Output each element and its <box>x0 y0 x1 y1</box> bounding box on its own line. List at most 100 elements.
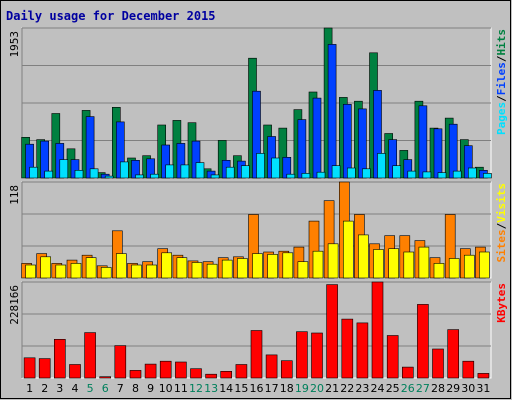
legend-entry-pages: Pages <box>495 102 508 135</box>
x-label-day-12: 12 <box>189 382 203 395</box>
bar-files-day-23 <box>358 108 367 179</box>
bar-sites-day-9 <box>146 264 157 279</box>
x-label-day-16: 16 <box>250 382 264 395</box>
bar-kbytes-day-28 <box>432 348 444 379</box>
bar-kbytes-day-23 <box>356 322 369 379</box>
bar-pages-day-30 <box>467 167 477 179</box>
bar-sites-day-7 <box>116 253 127 279</box>
bar-pages-day-7 <box>120 161 129 179</box>
bar-pages-day-14 <box>225 166 235 179</box>
x-label-day-24: 24 <box>371 382 385 395</box>
bar-sites-day-30 <box>463 254 475 279</box>
x-label-day-19: 19 <box>295 382 309 395</box>
bar-pages-day-31 <box>483 173 492 179</box>
bar-files-day-22 <box>342 104 352 179</box>
bar-kbytes-day-6 <box>99 376 111 379</box>
bar-kbytes-day-7 <box>114 345 127 379</box>
bar-kbytes-day-1 <box>23 357 36 379</box>
bar-sites-day-12 <box>191 262 203 279</box>
x-label-day-25: 25 <box>386 382 400 395</box>
x-label-day-7: 7 <box>117 382 124 395</box>
bar-sites-day-29 <box>448 258 460 279</box>
series-sites <box>25 220 490 279</box>
x-label-day-18: 18 <box>280 382 294 395</box>
bar-pages-day-18 <box>286 173 296 179</box>
bar-kbytes-day-24 <box>371 281 384 379</box>
bar-pages-day-8 <box>135 174 144 179</box>
bar-pages-day-10 <box>165 164 174 179</box>
y-max-label: 228166 <box>8 285 21 325</box>
bar-kbytes-day-14 <box>220 370 232 379</box>
bar-sites-day-16 <box>252 253 263 279</box>
bar-kbytes-day-29 <box>447 329 460 379</box>
bar-pages-day-22 <box>346 167 356 179</box>
x-label-day-26: 26 <box>401 382 415 395</box>
x-label-day-6: 6 <box>102 382 109 395</box>
bar-kbytes-day-19 <box>296 331 308 379</box>
bar-kbytes-day-3 <box>53 338 66 379</box>
x-label-day-11: 11 <box>174 382 188 395</box>
bar-pages-day-11 <box>180 164 190 179</box>
x-label-day-10: 10 <box>159 382 173 395</box>
x-axis-labels: 1 2 3 4 5 6 7 8 9 10 11 12 13 14 15 16 17 18 19 20 21 22 23 24 2… <box>26 382 490 395</box>
bar-kbytes-day-8 <box>129 370 142 379</box>
bar-pages-day-26 <box>407 170 417 179</box>
bar-sites-day-10 <box>161 252 172 279</box>
bar-pages-day-12 <box>195 162 205 179</box>
x-label-day-1: 1 <box>26 382 33 395</box>
x-label-day-8: 8 <box>132 382 139 395</box>
bar-files-day-20 <box>312 97 322 179</box>
chart-panel-1: 1953 Pages/Files/Hits <box>8 27 508 179</box>
bar-kbytes-day-27 <box>417 304 429 379</box>
bar-sites-day-25 <box>388 248 400 279</box>
bar-kbytes-day-4 <box>69 364 81 379</box>
bar-sites-day-31 <box>479 251 490 279</box>
bar-kbytes-day-17 <box>265 354 278 379</box>
bar-kbytes-day-2 <box>38 358 51 379</box>
y-max-label: 1953 <box>8 31 21 58</box>
x-label-day-17: 17 <box>265 382 279 395</box>
legend-entry-hits: Hits <box>495 29 508 56</box>
bar-sites-day-15 <box>237 258 248 279</box>
x-label-day-28: 28 <box>431 382 445 395</box>
chart-panel-3: 228166 KBytes <box>8 281 508 379</box>
chart-title: Daily usage for December 2015 <box>6 9 216 23</box>
series-kbytes <box>23 281 490 379</box>
bar-pages-day-23 <box>362 168 371 179</box>
legend-separator: / <box>495 222 508 229</box>
bar-pages-day-5 <box>89 168 99 179</box>
x-label-day-15: 15 <box>234 382 248 395</box>
bar-sites-day-8 <box>131 264 142 279</box>
bar-sites-day-1 <box>25 264 36 279</box>
bar-files-day-27 <box>418 105 428 179</box>
bar-kbytes-day-5 <box>84 332 96 379</box>
bar-pages-day-15 <box>241 165 250 179</box>
bar-kbytes-day-20 <box>311 332 323 379</box>
bar-kbytes-day-22 <box>341 318 354 379</box>
bar-pages-day-6 <box>104 175 114 179</box>
bar-sites-day-28 <box>433 263 445 279</box>
x-label-day-21: 21 <box>325 382 339 395</box>
bar-pages-day-9 <box>150 173 159 179</box>
bar-sites-day-17 <box>267 254 278 279</box>
bar-pages-day-4 <box>74 170 84 179</box>
bar-kbytes-day-9 <box>144 363 157 379</box>
y-max-label: 118 <box>8 185 21 205</box>
bar-pages-day-17 <box>271 157 280 179</box>
bar-pages-day-19 <box>301 173 311 179</box>
bar-sites-day-4 <box>70 263 82 279</box>
bar-kbytes-day-13 <box>205 373 217 379</box>
bar-kbytes-day-21 <box>326 284 338 379</box>
bar-pages-day-21 <box>331 165 341 179</box>
bar-sites-day-3 <box>55 264 67 279</box>
bar-sites-day-11 <box>176 257 188 279</box>
bar-kbytes-day-26 <box>401 366 414 379</box>
x-label-day-31: 31 <box>476 382 490 395</box>
bar-sites-day-13 <box>206 263 218 279</box>
series-legend-label: Pages/Files/Hits <box>495 29 508 135</box>
bar-sites-day-23 <box>358 234 369 279</box>
x-label-day-29: 29 <box>446 382 460 395</box>
bar-kbytes-day-30 <box>462 360 475 379</box>
bar-kbytes-day-10 <box>159 360 172 379</box>
